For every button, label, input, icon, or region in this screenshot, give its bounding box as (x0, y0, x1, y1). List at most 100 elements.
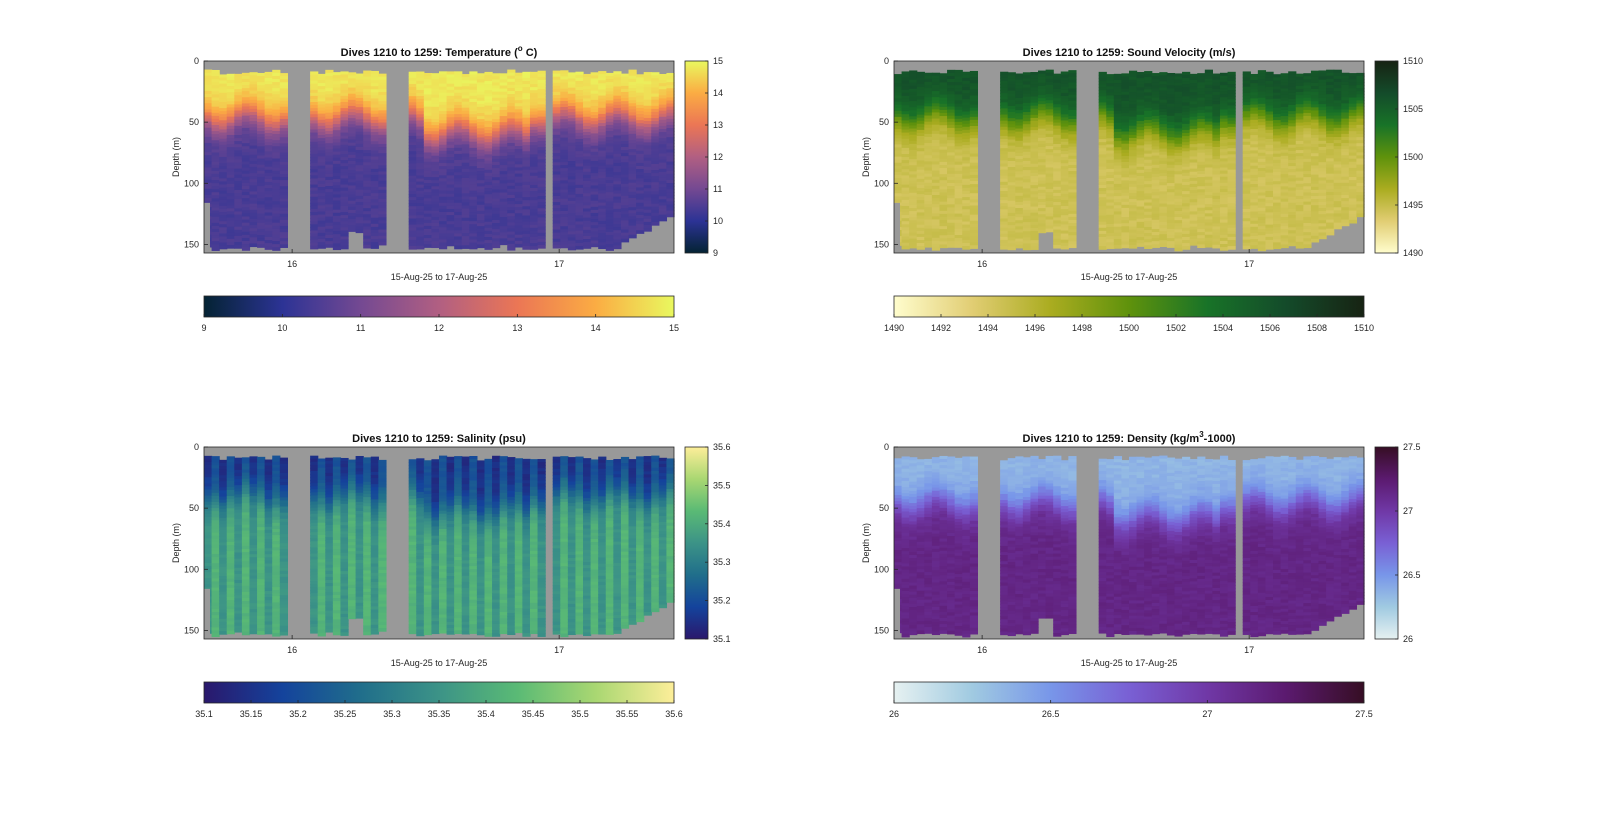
heatmap-cell (1015, 140, 1024, 145)
heatmap-cell (605, 91, 614, 95)
heatmap-cell (211, 140, 220, 144)
heatmap-cell (1151, 198, 1160, 203)
heatmap-cell (598, 159, 607, 164)
heatmap-cell (1166, 94, 1176, 99)
heatmap-cell (598, 83, 607, 87)
heatmap-cell (1113, 122, 1123, 127)
heatmap-cell (628, 158, 637, 162)
heatmap-cell (1060, 245, 1069, 250)
heatmap-cell (272, 207, 281, 212)
heatmap-cell (583, 199, 592, 203)
heatmap-cell (1022, 118, 1032, 122)
heatmap-cell (423, 76, 433, 80)
heatmap-cell (204, 130, 213, 135)
heatmap-cell (332, 224, 342, 229)
heatmap-cell (1174, 125, 1183, 130)
heatmap-cell (529, 239, 539, 244)
heatmap-cell (1166, 213, 1176, 218)
heatmap-cell (355, 162, 364, 166)
heatmap-cell (348, 81, 357, 86)
heatmap-cell (567, 96, 577, 101)
heatmap-cell (924, 97, 933, 101)
heatmap-cell (257, 79, 266, 83)
heatmap-cell (211, 125, 220, 129)
heatmap-cell (1159, 78, 1168, 82)
heatmap-cell (598, 199, 607, 204)
heatmap-cell (947, 176, 956, 181)
heatmap-cell (340, 135, 349, 140)
heatmap-cell (439, 166, 448, 170)
heatmap-cell (939, 213, 948, 218)
heatmap-cell (204, 72, 213, 77)
heatmap-cell (363, 177, 372, 182)
heatmap-cell (234, 205, 243, 209)
heatmap-cell (507, 167, 516, 172)
heatmap-cell (916, 139, 925, 143)
heatmap-cell (613, 208, 622, 213)
heatmap-cell (1121, 91, 1130, 96)
heatmap-cell (446, 86, 455, 91)
heatmap-cell (348, 96, 357, 101)
heatmap-cell (909, 217, 918, 221)
heatmap-cell (1166, 118, 1176, 123)
heatmap-cell (931, 213, 941, 217)
heatmap-cell (529, 160, 539, 165)
heatmap-cell (423, 231, 433, 236)
heatmap-cell (272, 158, 281, 163)
heatmap-cell (355, 110, 364, 114)
heatmap-cell (529, 93, 539, 97)
heatmap-cell (408, 160, 417, 165)
heatmap-cell (370, 104, 379, 109)
heatmap-cell (431, 167, 440, 172)
heatmap-cell (522, 80, 531, 85)
heatmap-cell (560, 158, 569, 163)
heatmap-cell (666, 167, 675, 172)
heatmap-cell (1068, 76, 1077, 80)
heatmap-cell (1113, 174, 1123, 179)
heatmap-cell (249, 90, 258, 95)
heatmap-cell (249, 215, 258, 220)
heatmap-cell (340, 199, 349, 204)
heatmap-cell (947, 149, 956, 153)
heatmap-cell (257, 201, 266, 206)
heatmap-cell (469, 144, 478, 149)
heatmap-cell (226, 217, 235, 222)
heatmap-cell (249, 133, 258, 137)
heatmap-cell (507, 94, 516, 98)
heatmap-cell (583, 122, 592, 127)
heatmap-cell (522, 142, 531, 146)
heatmap-cell (378, 131, 387, 136)
heatmap-cell (590, 200, 599, 205)
heatmap-cell (931, 185, 941, 190)
heatmap-cell (583, 162, 592, 167)
heatmap-cell (332, 114, 342, 119)
heatmap-cell (219, 105, 228, 109)
heatmap-cell (1136, 136, 1145, 140)
heatmap-cell (219, 212, 228, 216)
heatmap-cell (962, 80, 971, 85)
heatmap-cell (1038, 171, 1047, 176)
heatmap-cell (492, 94, 501, 99)
heatmap-cell (476, 164, 486, 169)
heatmap-cell (219, 202, 228, 207)
heatmap-cell (1129, 189, 1138, 194)
heatmap-cell (310, 230, 319, 235)
heatmap-cell (423, 167, 433, 172)
heatmap-cell (1060, 175, 1069, 180)
heatmap-cell (264, 240, 273, 244)
heatmap-cell (370, 95, 379, 100)
heatmap-cell (492, 137, 501, 142)
heatmap-cell (1045, 100, 1054, 104)
heatmap-cell (310, 83, 319, 88)
heatmap-cell (522, 108, 531, 113)
heatmap-cell (469, 236, 478, 241)
heatmap-cell (241, 204, 251, 208)
heatmap-cell (947, 192, 956, 196)
hbar-tick-label: 13 (512, 323, 522, 333)
heatmap-cell (894, 77, 903, 81)
heatmap-cell (514, 210, 523, 214)
heatmap-cell (1068, 186, 1077, 190)
heatmap-cell (598, 245, 607, 250)
heatmap-cell (636, 190, 645, 195)
heatmap-cell (613, 83, 622, 88)
